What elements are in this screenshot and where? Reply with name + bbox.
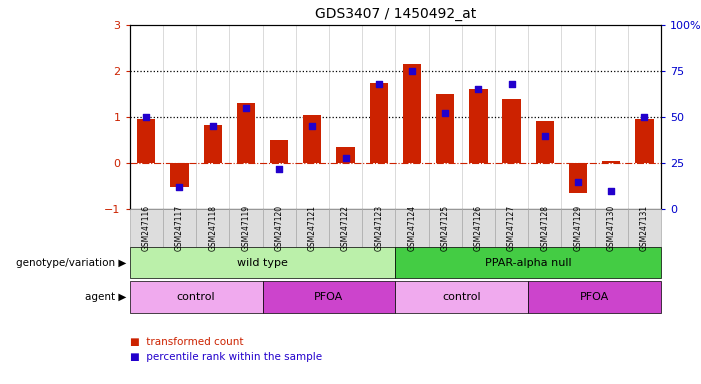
Point	[141, 114, 152, 120]
Point	[506, 81, 517, 87]
Text: ■  percentile rank within the sample: ■ percentile rank within the sample	[130, 352, 322, 362]
Bar	[336, 147, 355, 163]
Bar	[270, 140, 288, 163]
Bar	[469, 89, 487, 163]
Text: GSM247123: GSM247123	[374, 205, 383, 251]
Text: GSM247116: GSM247116	[142, 205, 151, 251]
Text: GSM247125: GSM247125	[441, 205, 449, 251]
Bar	[536, 121, 554, 163]
Text: PFOA: PFOA	[580, 292, 609, 302]
Text: PFOA: PFOA	[314, 292, 343, 302]
Point	[207, 123, 218, 129]
Bar	[602, 161, 620, 163]
Bar	[635, 119, 653, 163]
Text: GSM247117: GSM247117	[175, 205, 184, 251]
Bar	[203, 126, 222, 163]
Text: GSM247119: GSM247119	[241, 205, 250, 251]
Text: wild type: wild type	[237, 258, 288, 268]
Text: control: control	[442, 292, 481, 302]
Text: GSM247129: GSM247129	[573, 205, 583, 251]
Point	[639, 114, 650, 120]
Bar	[237, 103, 255, 163]
Bar	[304, 115, 322, 163]
Point	[407, 68, 418, 74]
Text: GSM247127: GSM247127	[507, 205, 516, 251]
Point	[606, 188, 617, 194]
Text: GSM247126: GSM247126	[474, 205, 483, 251]
Bar	[137, 119, 156, 163]
Point	[174, 184, 185, 190]
Text: GSM247121: GSM247121	[308, 205, 317, 251]
Point	[472, 86, 484, 93]
Text: genotype/variation ▶: genotype/variation ▶	[16, 258, 126, 268]
Text: control: control	[177, 292, 215, 302]
Bar	[369, 83, 388, 163]
Bar	[403, 64, 421, 163]
Point	[440, 110, 451, 116]
Point	[273, 166, 285, 172]
Text: GSM247118: GSM247118	[208, 205, 217, 251]
Bar	[436, 94, 454, 163]
Point	[307, 123, 318, 129]
Text: agent ▶: agent ▶	[85, 292, 126, 302]
Text: GSM247128: GSM247128	[540, 205, 550, 251]
Title: GDS3407 / 1450492_at: GDS3407 / 1450492_at	[315, 7, 476, 21]
Point	[340, 155, 351, 161]
Point	[573, 179, 584, 185]
Text: GSM247131: GSM247131	[640, 205, 649, 251]
Point	[240, 105, 252, 111]
Point	[373, 81, 384, 87]
Bar	[503, 99, 521, 163]
Text: ■  transformed count: ■ transformed count	[130, 337, 243, 347]
Bar	[170, 163, 189, 187]
Bar	[569, 163, 587, 193]
Point	[539, 132, 550, 139]
Text: PPAR-alpha null: PPAR-alpha null	[485, 258, 571, 268]
Text: GSM247130: GSM247130	[607, 205, 615, 251]
Text: GSM247124: GSM247124	[407, 205, 416, 251]
Text: GSM247122: GSM247122	[341, 205, 350, 251]
Text: GSM247120: GSM247120	[275, 205, 284, 251]
